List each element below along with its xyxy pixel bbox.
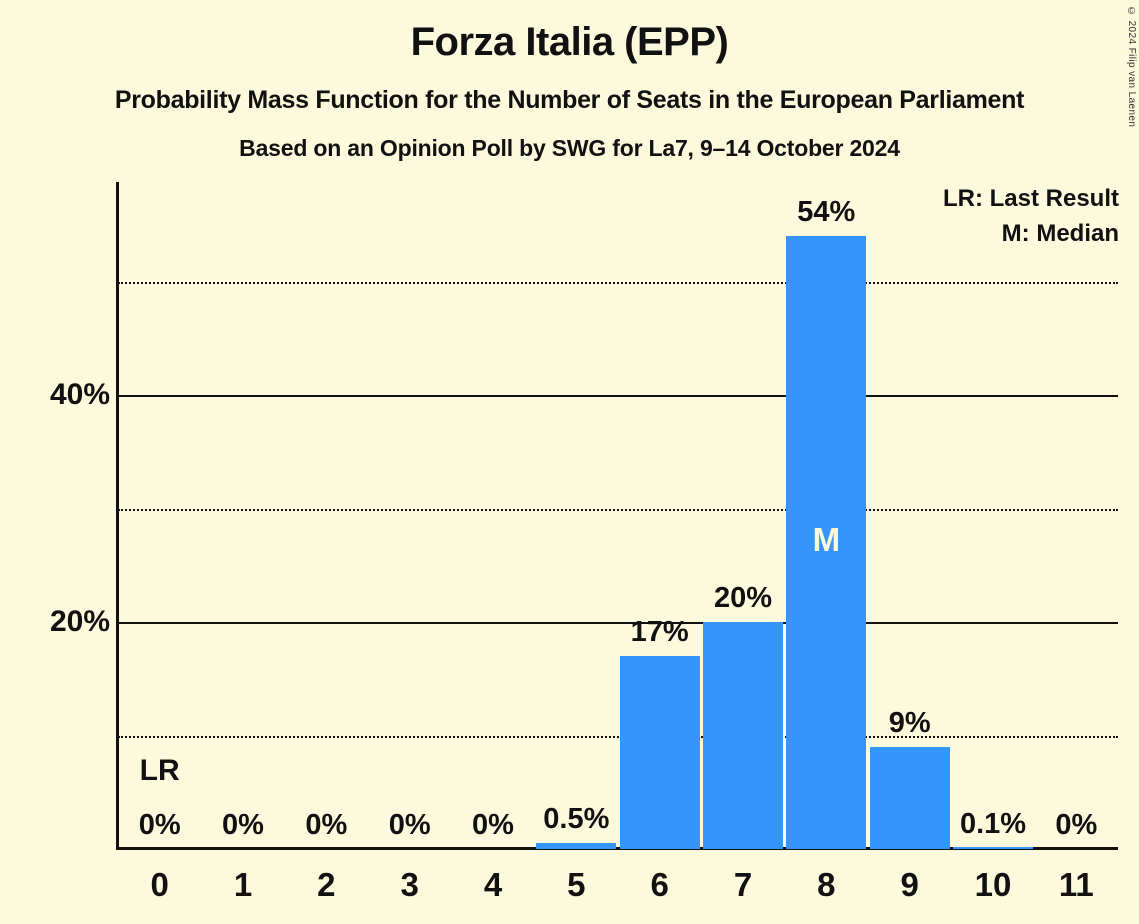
copyright-notice: © 2024 Filip van Laenen [1126, 6, 1137, 128]
x-tick-label-seat-4: 4 [483, 866, 503, 903]
bar-value-label-seat-10: 0.1% [959, 807, 1027, 840]
bar-seat-8[interactable] [786, 236, 867, 849]
x-tick-label-seat-0: 0 [150, 866, 169, 903]
bar-seat-6[interactable] [619, 656, 700, 849]
bar-seat-7[interactable] [702, 622, 784, 849]
bar-seat-10[interactable] [952, 847, 1034, 849]
legend-item-median: M: Median [1001, 219, 1119, 247]
x-tick-label-seat-7: 7 [733, 866, 753, 903]
gridline-20pct [118, 622, 1118, 625]
bar-value-label-seat-11: 0% [1055, 809, 1098, 841]
y-axis-line [116, 182, 119, 849]
gridline-10pct [118, 735, 1118, 738]
bar-value-label-seat-4: 0% [472, 809, 514, 841]
y-tick-label: 20% [49, 605, 110, 639]
x-tick-label-seat-9: 9 [900, 866, 919, 903]
bar-value-label-seat-2: 0% [305, 809, 348, 841]
x-tick-label-seat-3: 3 [400, 866, 419, 903]
x-tick-label-seat-8: 8 [817, 866, 836, 903]
bar-value-label-seat-1: 0% [222, 809, 264, 841]
bar-seat-9[interactable] [869, 746, 950, 849]
chart-legend: LR: Last Result M: Median [943, 182, 1119, 252]
x-tick-label-seat-2: 2 [317, 866, 336, 903]
median-marker: M [812, 520, 841, 558]
x-axis-line [116, 847, 1118, 850]
bar-value-label-seat-6: 17% [630, 616, 689, 649]
page-title: Forza Italia (EPP) [410, 20, 729, 64]
x-tick-label-seat-10: 10 [974, 866, 1012, 903]
chart-header: Forza Italia (EPP) Probability Mass Func… [0, 0, 1139, 160]
legend-item-last-result: LR: Last Result [942, 185, 1119, 212]
gridline-30pct [118, 508, 1118, 511]
y-tick-label: 40% [49, 378, 110, 412]
bar-value-label-seat-9: 9% [888, 706, 931, 739]
bar-value-label-seat-8: 54% [797, 196, 856, 229]
bar-value-label-seat-0: 0% [138, 809, 181, 841]
bar-value-label-seat-3: 0% [388, 809, 431, 841]
chart-source-line: Based on an Opinion Poll by SWG for La7,… [239, 135, 900, 161]
x-tick-label-seat-11: 11 [1058, 866, 1094, 903]
x-tick-label-seat-5: 5 [567, 866, 586, 903]
bar-value-label-seat-5: 0.5% [543, 803, 610, 836]
x-tick-label-seat-6: 6 [650, 866, 669, 903]
bar-value-label-seat-7: 20% [713, 582, 773, 615]
plot-area [118, 182, 1118, 849]
x-tick-label-seat-1: 1 [233, 866, 253, 903]
gridline-40pct [118, 395, 1118, 398]
bar-seat-5[interactable] [536, 843, 617, 849]
gridline-50pct [118, 281, 1118, 284]
last-result-marker: LR [139, 754, 180, 787]
chart-subtitle: Probability Mass Function for the Number… [114, 86, 1025, 114]
